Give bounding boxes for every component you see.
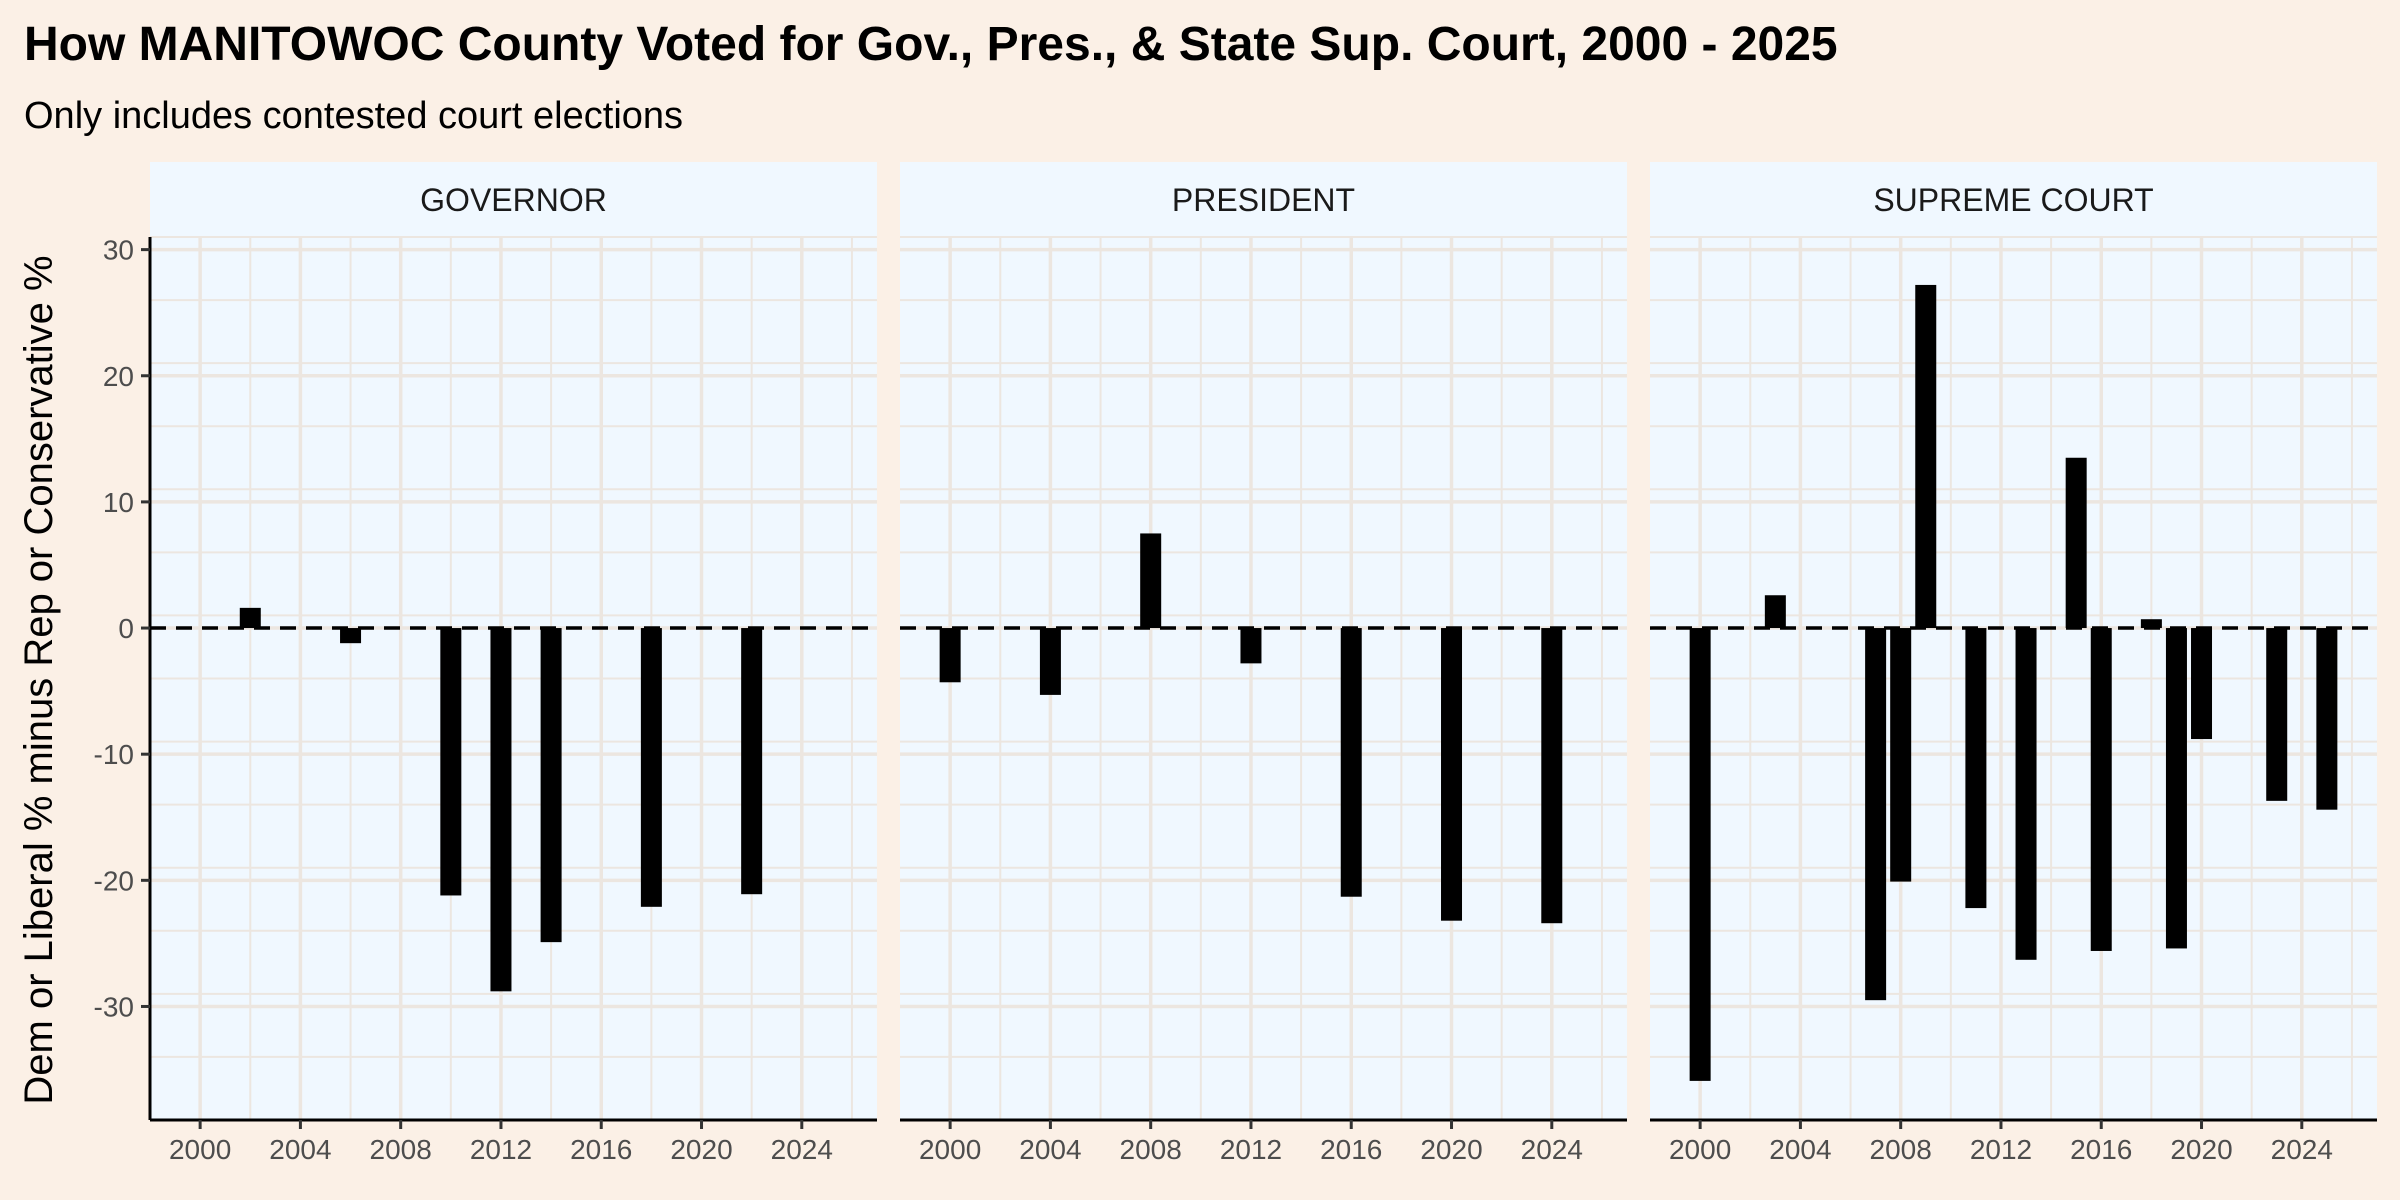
panel-president: PRESIDENT 2000 2004 2008 2012 2016 2020 2024 bbox=[900, 162, 1627, 1165]
bar-supreme-court-2013 bbox=[2015, 628, 2037, 960]
bar-governor-2022 bbox=[741, 628, 763, 895]
panels-layer: GOVERNOR 30 20 10 0 -10 -20 -30 2000 2004 2008 2012… bbox=[94, 162, 2377, 1165]
x-tick-label: 2020 bbox=[2170, 1134, 2232, 1165]
bar-supreme-court-2008 bbox=[1890, 628, 1912, 882]
x-tick-label: 2008 bbox=[1870, 1134, 1932, 1165]
bar-governor-2006 bbox=[340, 628, 362, 644]
x-tick-label: 2008 bbox=[1120, 1134, 1182, 1165]
bar-supreme-court-2000 bbox=[1689, 628, 1711, 1081]
x-tick-label: 2004 bbox=[269, 1134, 331, 1165]
y-tick-label: 20 bbox=[103, 361, 134, 392]
x-tick-label: 2000 bbox=[919, 1134, 981, 1165]
bar-supreme-court-2020 bbox=[2191, 628, 2213, 740]
bar-president-2004 bbox=[1039, 628, 1061, 695]
strip-label-president: PRESIDENT bbox=[1172, 182, 1355, 218]
bar-supreme-court-2011 bbox=[1965, 628, 1987, 909]
strip-background bbox=[150, 162, 877, 237]
x-tick-label: 2024 bbox=[2271, 1134, 2333, 1165]
y-axis-label: Dem or Liberal % minus Rep or Conservati… bbox=[17, 255, 61, 1104]
x-tick-label: 2016 bbox=[570, 1134, 632, 1165]
bar-governor-2018 bbox=[640, 628, 662, 907]
x-tick-label: 2004 bbox=[1769, 1134, 1831, 1165]
y-tick-label: -30 bbox=[94, 991, 134, 1022]
x-tick-label: 2024 bbox=[1521, 1134, 1583, 1165]
bar-president-2020 bbox=[1441, 628, 1463, 921]
x-tick-label: 2020 bbox=[1420, 1134, 1482, 1165]
bar-supreme-court-2007 bbox=[1865, 628, 1887, 1001]
y-tick-label: 30 bbox=[103, 235, 134, 266]
y-tick-label: 0 bbox=[118, 613, 134, 644]
x-tick-label: 2012 bbox=[1970, 1134, 2032, 1165]
x-tick-label: 2020 bbox=[670, 1134, 732, 1165]
x-tick-label: 2024 bbox=[771, 1134, 833, 1165]
bar-president-2016 bbox=[1340, 628, 1362, 897]
x-tick-label: 2012 bbox=[470, 1134, 532, 1165]
bar-president-2008 bbox=[1140, 533, 1162, 629]
x-tick-label: 2016 bbox=[1320, 1134, 1382, 1165]
strip-label-governor: GOVERNOR bbox=[420, 182, 607, 218]
bar-supreme-court-2016 bbox=[2090, 628, 2112, 951]
chart-title: How MANITOWOC County Voted for Gov., Pre… bbox=[24, 18, 1838, 71]
bar-governor-2012 bbox=[490, 628, 512, 992]
bar-governor-2010 bbox=[440, 628, 462, 896]
bar-supreme-court-2019 bbox=[2165, 628, 2187, 949]
bar-governor-2014 bbox=[540, 628, 562, 943]
bar-supreme-court-2018 bbox=[2140, 619, 2162, 629]
x-tick-label: 2004 bbox=[1019, 1134, 1081, 1165]
bar-supreme-court-2003 bbox=[1764, 595, 1786, 629]
chart-subtitle: Only includes contested court elections bbox=[24, 95, 683, 137]
bar-governor-2002 bbox=[239, 607, 261, 629]
x-tick-label: 2008 bbox=[370, 1134, 432, 1165]
strip-background bbox=[1650, 162, 2377, 237]
panel-supreme-court: SUPREME COURT 2000 2004 2008 2012 2016 2020 202… bbox=[1650, 162, 2377, 1165]
x-tick-label: 2016 bbox=[2070, 1134, 2132, 1165]
bar-supreme-court-2009 bbox=[1915, 284, 1937, 629]
x-tick-label: 2012 bbox=[1220, 1134, 1282, 1165]
bar-president-2000 bbox=[939, 628, 961, 683]
panel-governor: GOVERNOR 30 20 10 0 -10 -20 -30 2000 2004 2008 2012… bbox=[94, 162, 877, 1165]
bar-president-2024 bbox=[1541, 628, 1563, 924]
y-tick-label: -20 bbox=[94, 865, 134, 896]
x-tick-label: 2000 bbox=[1669, 1134, 1731, 1165]
strip-label-supreme-court: SUPREME COURT bbox=[1873, 182, 2153, 218]
bar-supreme-court-2025 bbox=[2316, 628, 2338, 810]
strip-background bbox=[900, 162, 1627, 237]
bar-supreme-court-2023 bbox=[2266, 628, 2288, 801]
y-tick-label: -10 bbox=[94, 739, 134, 770]
bar-supreme-court-2015 bbox=[2065, 457, 2087, 629]
x-tick-label: 2000 bbox=[169, 1134, 231, 1165]
y-tick-label: 10 bbox=[103, 487, 134, 518]
bar-president-2012 bbox=[1240, 628, 1262, 664]
